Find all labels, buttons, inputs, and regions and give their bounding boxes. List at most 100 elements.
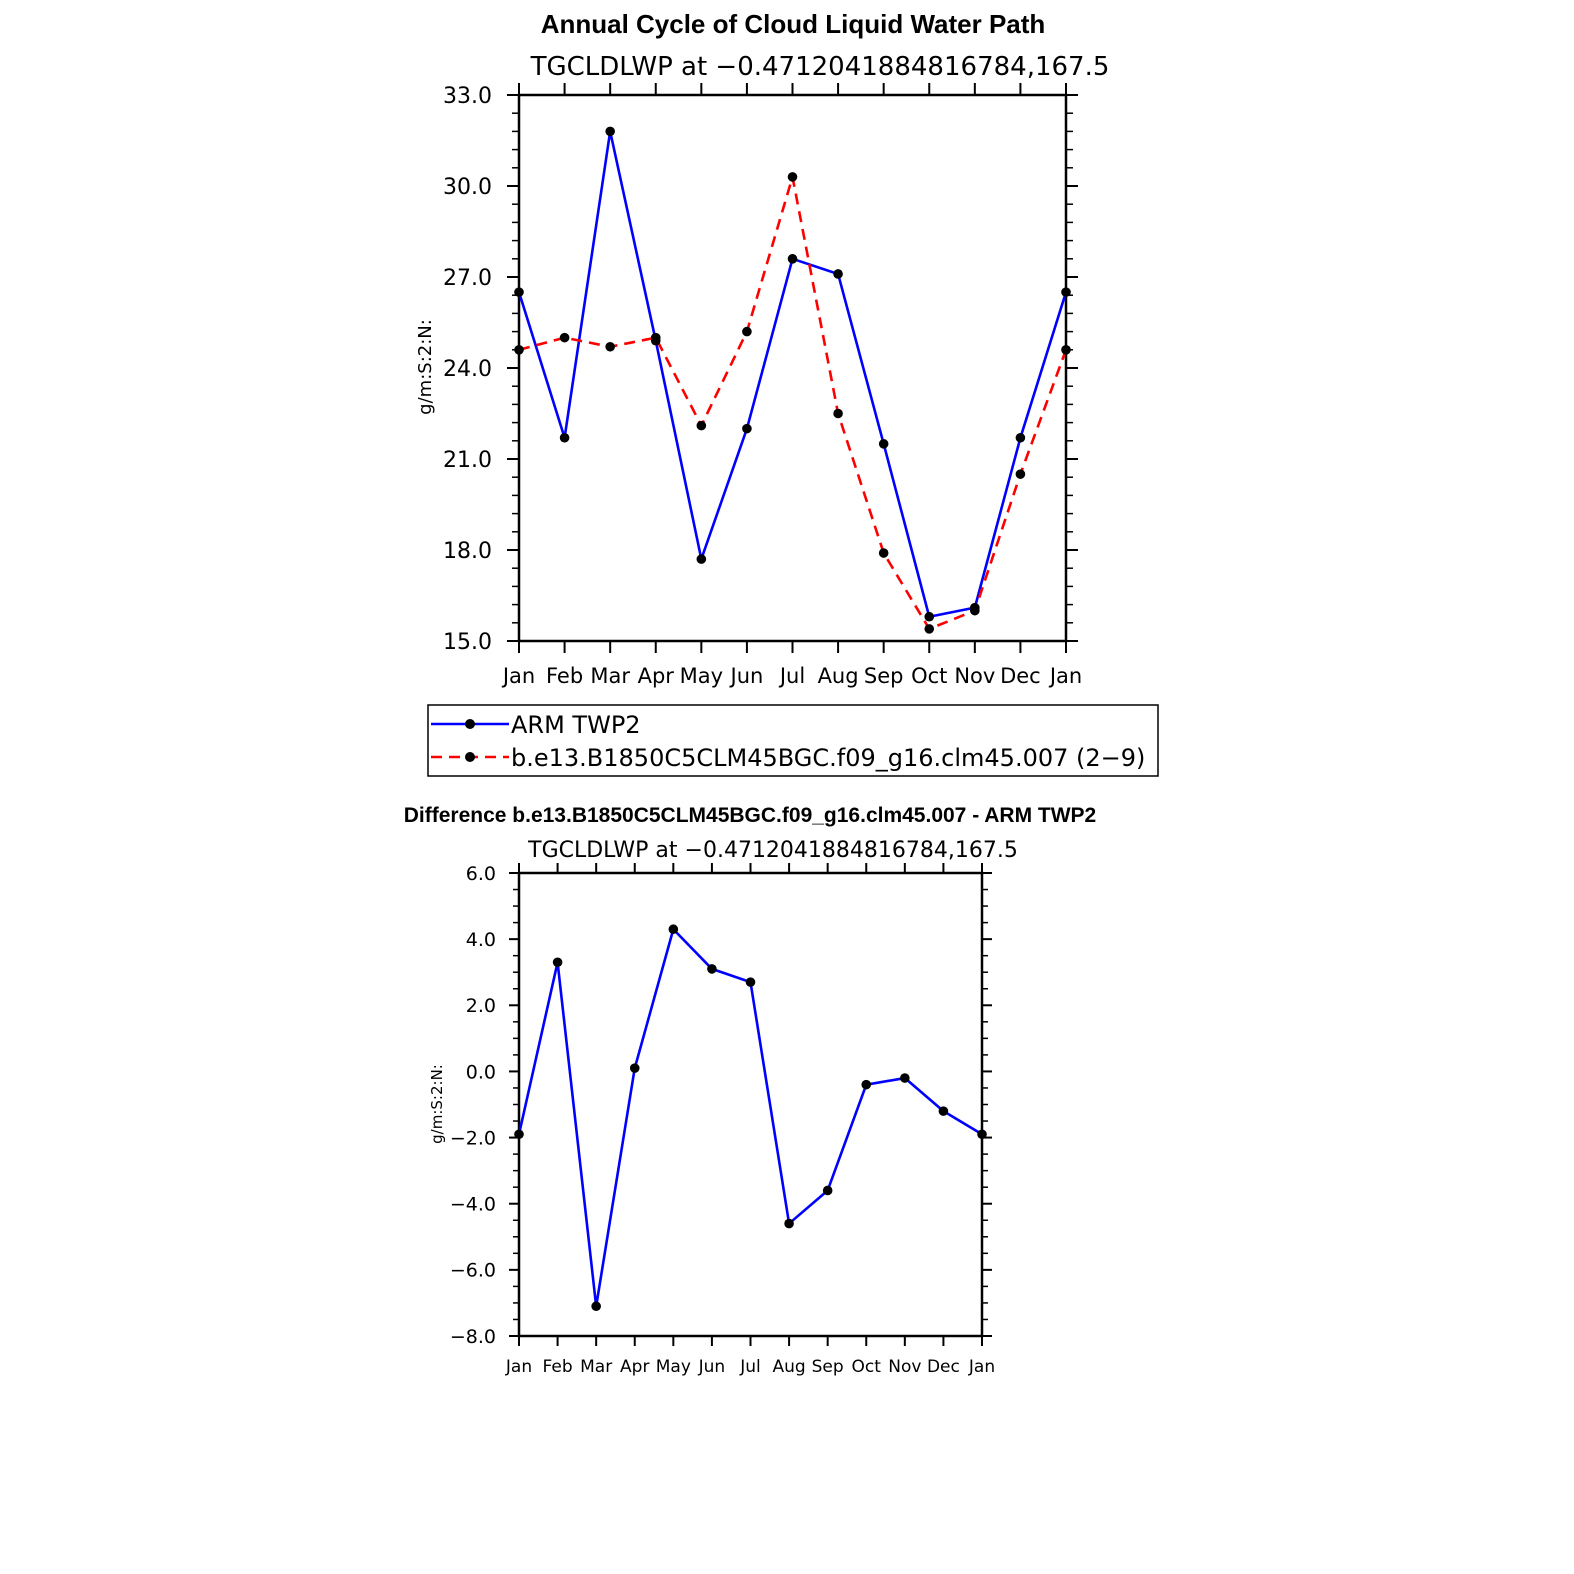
chart-title: Difference b.e13.B1850C5CLM45BGC.f09_g16… <box>404 804 1097 827</box>
y-tick-label: 15.0 <box>443 630 492 655</box>
data-point-1-6 <box>787 172 798 182</box>
x-tick-label: Apr <box>638 664 675 688</box>
series-line-0 <box>517 130 1068 619</box>
x-tick-label: Jan <box>1048 664 1082 688</box>
series-line-1 <box>518 175 1068 631</box>
legend-marker-arm <box>465 719 475 729</box>
axes-frame <box>509 863 992 1346</box>
data-point-0-0 <box>514 1129 524 1140</box>
data-point-1-3 <box>650 332 661 343</box>
data-point-0-1 <box>559 432 570 443</box>
data-point-1-9 <box>924 624 935 634</box>
data-point-0-10 <box>900 1073 910 1083</box>
data-point-0-11 <box>1015 432 1026 443</box>
x-tick-label: Jan <box>968 1357 995 1377</box>
y-tick-label: −2.0 <box>450 1127 496 1149</box>
x-tick-label: Mar <box>590 664 630 688</box>
x-tick-label: Aug <box>772 1357 805 1377</box>
annual-cycle-chart: Annual Cycle of Cloud Liquid Water Path … <box>415 9 1159 777</box>
y-tick-label: 30.0 <box>443 175 492 200</box>
y-tick-label: 21.0 <box>443 448 492 473</box>
legend-marker-model <box>465 752 475 762</box>
data-point-0-4 <box>668 924 679 935</box>
y-tick-label: 2.0 <box>466 995 496 1017</box>
axes-frame <box>507 83 1078 653</box>
y-tick-label: 0.0 <box>466 1061 496 1083</box>
data-point-1-12 <box>1061 345 1071 355</box>
data-point-0-11 <box>938 1106 949 1116</box>
x-tick-label: Jul <box>778 664 805 688</box>
x-tick-label: Jun <box>698 1357 726 1377</box>
x-tick-label: Sep <box>864 664 904 688</box>
x-tick-label: Jul <box>739 1357 761 1377</box>
data-point-1-4 <box>696 420 707 431</box>
data-point-0-1 <box>552 957 563 968</box>
x-tick-label: Oct <box>852 1357 882 1377</box>
y-tick-labels: −8.0 −6.0 −4.0 −2.0 0.0 2.0 4.0 6.0 <box>450 863 496 1348</box>
data-point-0-0 <box>514 287 524 297</box>
y-tick-label: 6.0 <box>466 863 496 885</box>
x-tick-label: May <box>656 1357 691 1377</box>
data-point-1-0 <box>514 345 524 355</box>
legend-label-model: b.e13.B1850C5CLM45BGC.f09_g16.clm45.007 … <box>511 744 1145 772</box>
x-tick-labels: Jan Feb Mar Apr May Jun Jul Aug Sep Oct Nov Dec Jan <box>505 1357 995 1377</box>
y-tick-label: 24.0 <box>443 357 492 382</box>
x-tick-label: Feb <box>546 664 583 688</box>
data-point-0-12 <box>977 1129 987 1140</box>
data-point-0-12 <box>1061 287 1071 297</box>
series-group <box>514 126 1071 634</box>
data-point-0-5 <box>742 423 752 434</box>
data-point-0-5 <box>707 964 717 974</box>
y-tick-label: −4.0 <box>450 1194 496 1216</box>
y-tick-label: −8.0 <box>450 1326 496 1348</box>
data-point-1-5 <box>742 326 752 337</box>
data-point-0-2 <box>591 1301 601 1312</box>
y-tick-label: 18.0 <box>443 539 492 564</box>
data-point-0-7 <box>833 269 843 279</box>
data-point-1-11 <box>1015 469 1026 479</box>
data-point-0-9 <box>924 611 935 622</box>
x-tick-labels: Jan Feb Mar Apr May Jun Jul Aug Sep Oct Nov Dec Jan <box>501 664 1082 688</box>
data-point-0-2 <box>605 126 615 137</box>
y-tick-labels: 15.0 18.0 21.0 24.0 27.0 30.0 33.0 <box>443 84 492 655</box>
chart-subtitle: TGCLDLWP at −0.4712041884816784,167.5 <box>530 52 1110 82</box>
x-tick-label: Dec <box>1000 664 1041 688</box>
y-tick-label: 27.0 <box>443 266 492 291</box>
x-tick-label: Jan <box>505 1357 532 1377</box>
x-tick-label: Sep <box>812 1357 844 1377</box>
x-tick-label: Jun <box>729 664 764 688</box>
series-group <box>514 924 987 1312</box>
data-point-1-10 <box>970 605 980 616</box>
plot-frame <box>517 871 984 1338</box>
legend-label-arm: ARM TWP2 <box>511 711 641 739</box>
data-point-0-8 <box>822 1185 833 1196</box>
data-point-0-6 <box>745 977 756 987</box>
x-tick-label: Nov <box>888 1357 921 1377</box>
legend: ARM TWP2 b.e13.B1850C5CLM45BGC.f09_g16.c… <box>427 704 1159 777</box>
y-tick-label: 4.0 <box>466 929 496 951</box>
chart-title: Annual Cycle of Cloud Liquid Water Path <box>541 9 1046 39</box>
data-point-0-9 <box>861 1079 872 1090</box>
y-axis-label: g/m:S:2:N: <box>428 1064 446 1144</box>
difference-chart: Difference b.e13.B1850C5CLM45BGC.f09_g16… <box>404 804 1097 1377</box>
data-point-0-3 <box>629 1063 640 1073</box>
x-tick-label: Feb <box>543 1357 573 1377</box>
x-tick-label: Oct <box>911 664 947 688</box>
x-tick-label: Mar <box>580 1357 612 1377</box>
y-tick-label: −6.0 <box>450 1260 496 1282</box>
x-tick-label: May <box>680 664 723 688</box>
data-point-1-1 <box>559 332 570 343</box>
x-tick-label: Apr <box>620 1357 649 1377</box>
y-axis-label: g/m:S:2:N: <box>415 319 436 415</box>
legend-box <box>427 704 1159 777</box>
chart-subtitle: TGCLDLWP at −0.4712041884816784,167.5 <box>527 838 1018 863</box>
data-point-0-6 <box>787 253 798 264</box>
data-point-0-4 <box>696 554 707 564</box>
y-tick-label: 33.0 <box>443 84 492 109</box>
x-tick-label: Dec <box>927 1357 960 1377</box>
x-tick-label: Jan <box>501 664 535 688</box>
data-point-0-7 <box>784 1218 794 1229</box>
x-tick-label: Aug <box>818 664 859 688</box>
data-point-0-8 <box>878 439 889 449</box>
